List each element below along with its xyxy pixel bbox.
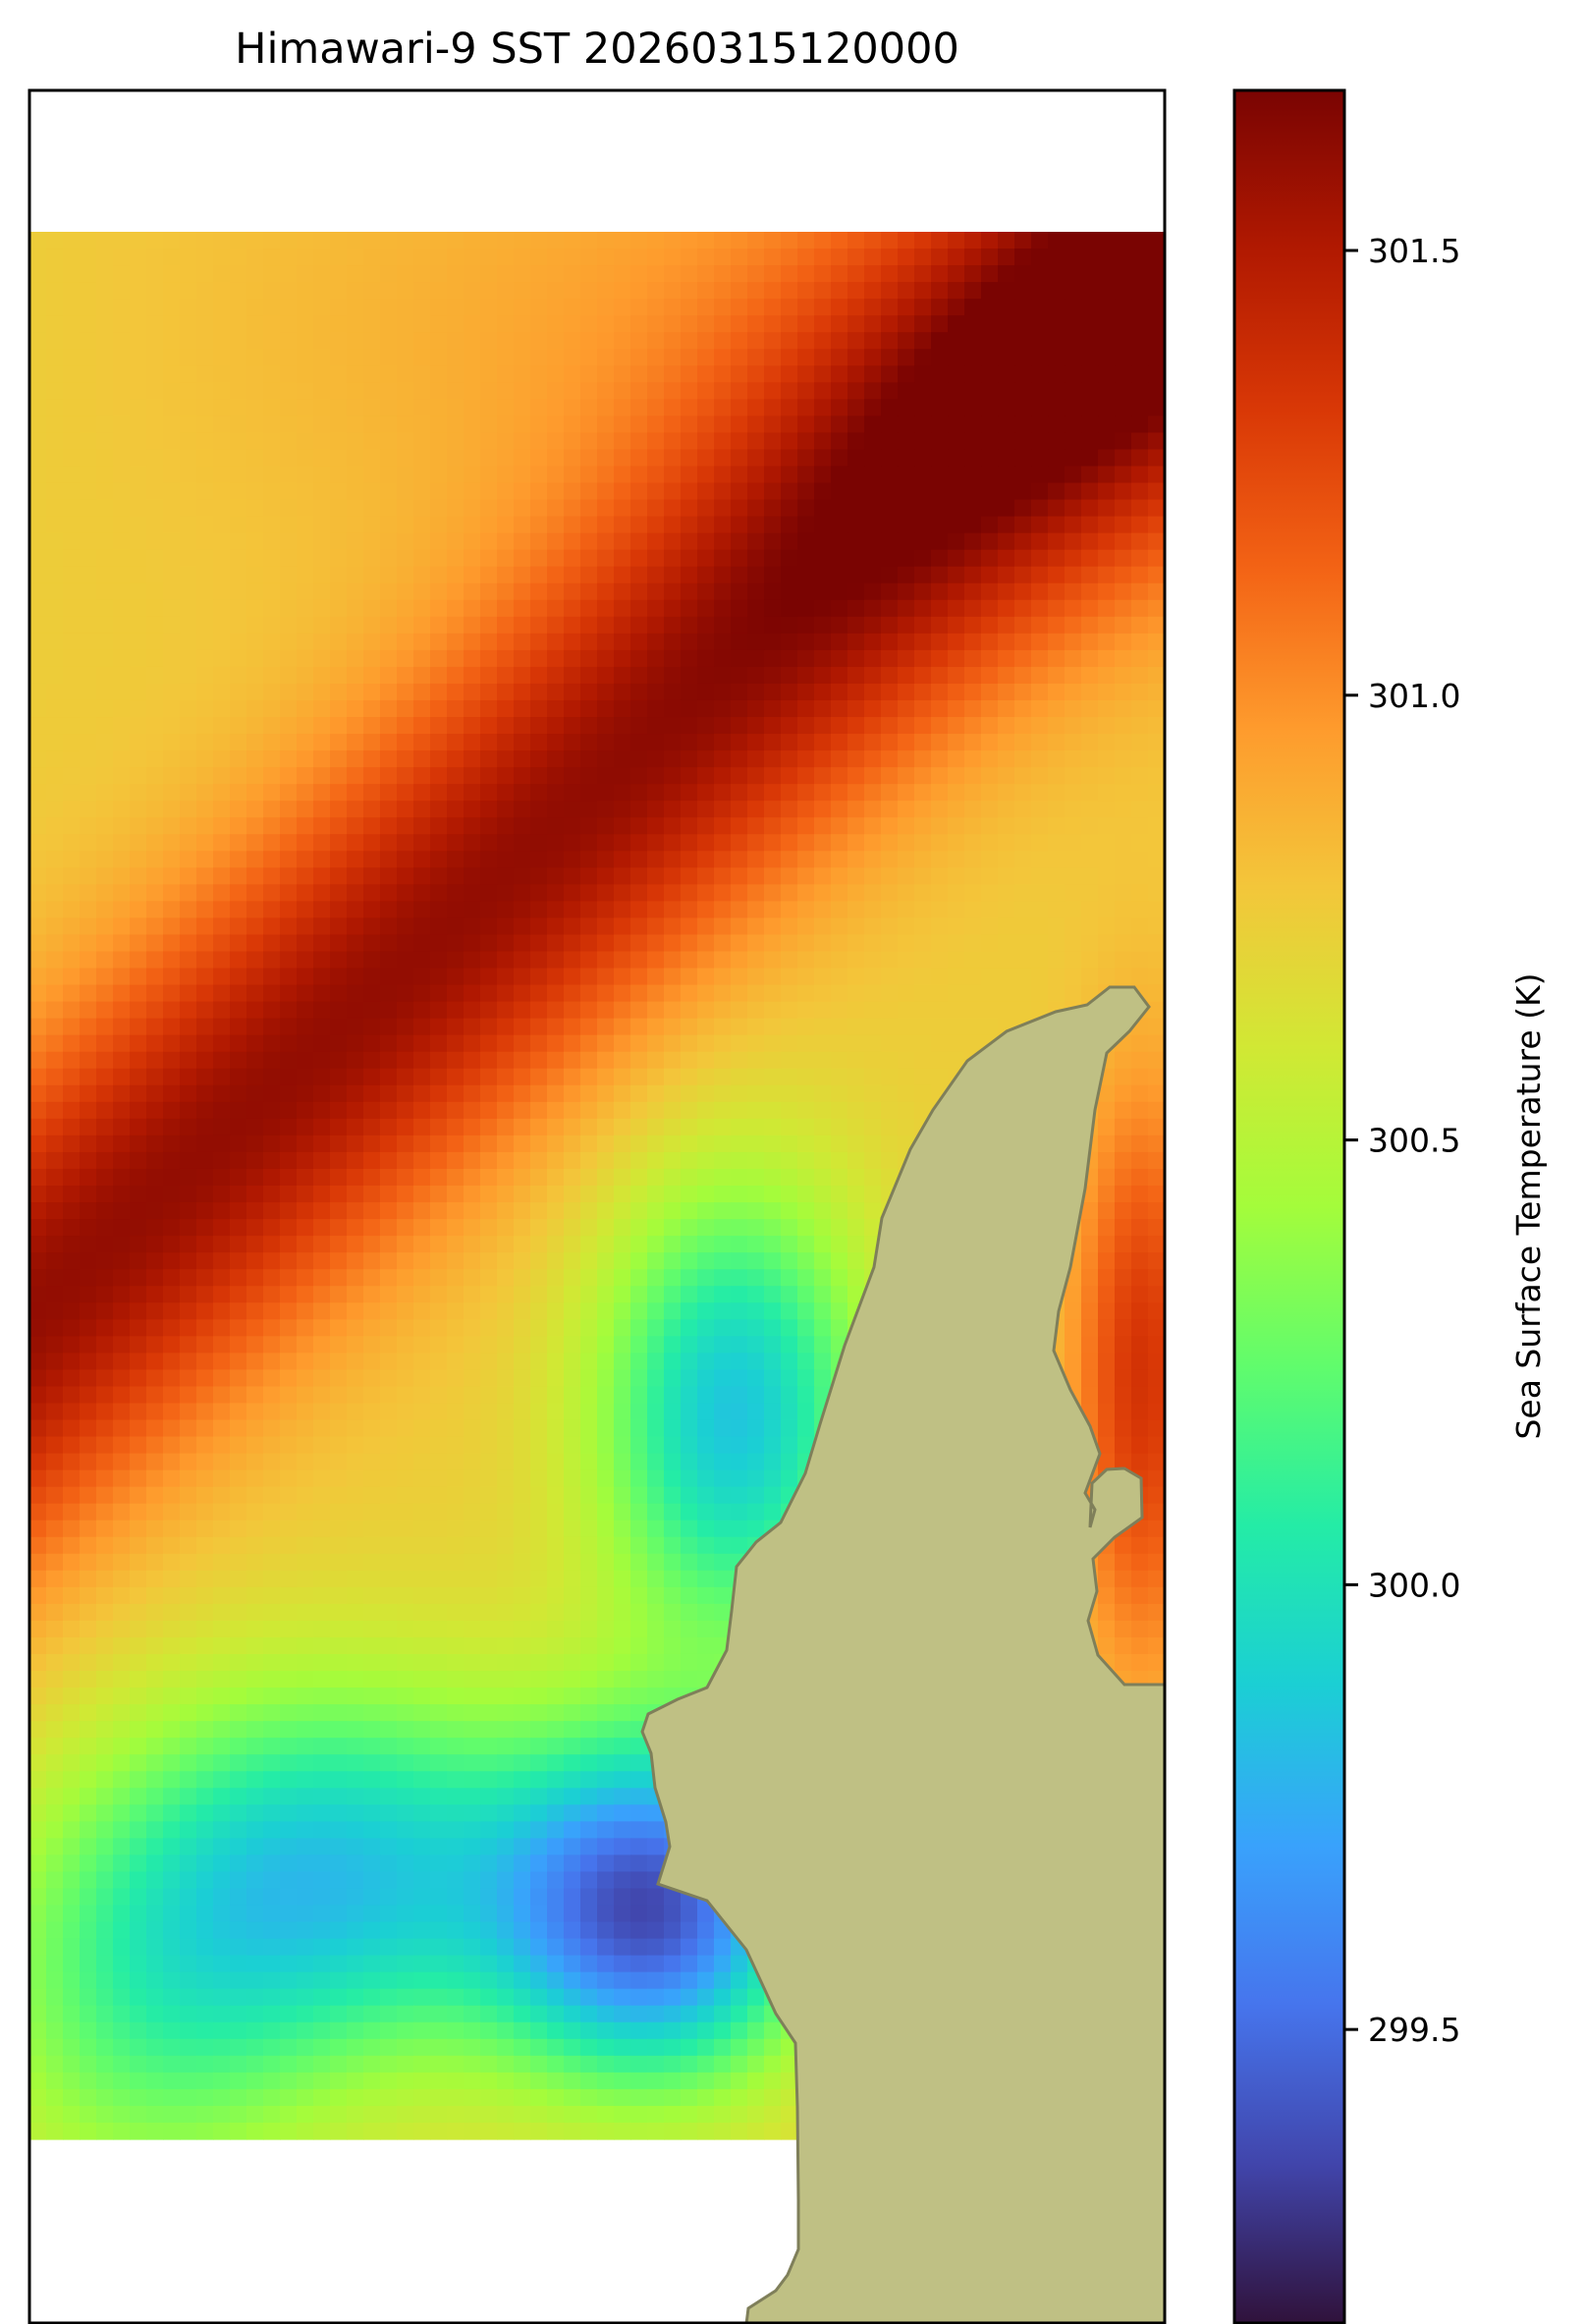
- map-frame: [27, 88, 1167, 2324]
- map-title: Himawari-9 SST 20260315120000: [235, 25, 959, 74]
- colorbar-tick-label: 300.5: [1368, 1122, 1460, 1160]
- colorbar-tick-label: 301.5: [1368, 232, 1460, 270]
- colorbar: 301.5 301.0 300.5 300.0 299.5 Sea Surface Te…: [1232, 88, 1548, 2324]
- colorbar-label: Sea Surface Temperature (K): [1509, 972, 1548, 1439]
- colorbar-tick-label: 299.5: [1368, 2011, 1460, 2049]
- colorbar-ticks: 301.5 301.0 300.5 300.0 299.5: [1344, 232, 1460, 2049]
- map-panel: [29, 90, 1165, 2323]
- colorbar-gradient: [1232, 88, 1346, 2324]
- land-mask: [640, 985, 1165, 2323]
- colorbar-tick-label: 300.0: [1368, 1566, 1460, 1604]
- colorbar-tick-label: 301.0: [1368, 677, 1460, 715]
